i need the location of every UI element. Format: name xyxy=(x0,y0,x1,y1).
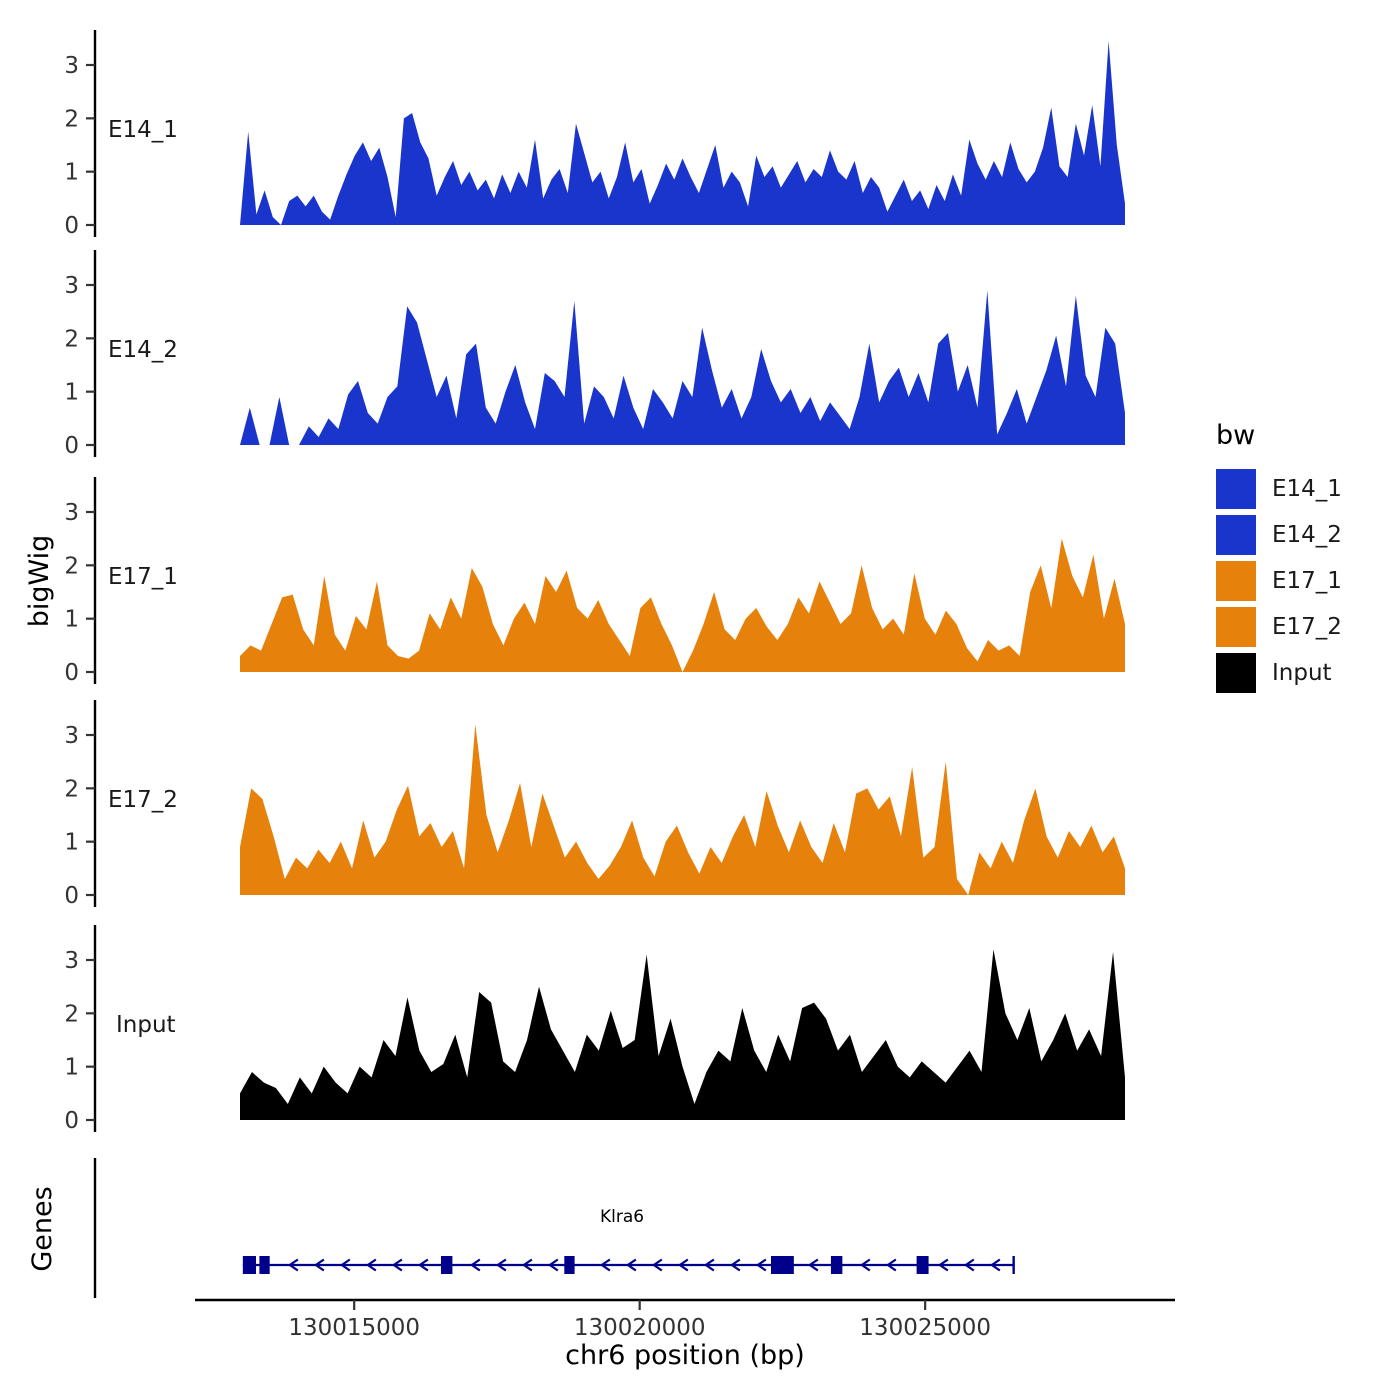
y-tick-label: 1 xyxy=(64,607,79,633)
gene-strand-arrow xyxy=(937,1258,949,1272)
y-tick-label: 2 xyxy=(64,776,79,802)
gene-strand-arrow xyxy=(313,1258,325,1272)
legend-item-e17_1: E17_1 xyxy=(1216,561,1342,601)
x-axis-title: chr6 position (bp) xyxy=(565,1340,805,1371)
y-tick-label: 0 xyxy=(64,883,79,909)
gene-strand-arrow xyxy=(677,1258,689,1272)
x-tick-label: 130025000 xyxy=(859,1315,991,1341)
coverage-area-e14_1 xyxy=(240,41,1125,225)
gene-strand-arrow xyxy=(625,1258,637,1272)
gene-strand-arrow xyxy=(287,1258,299,1272)
legend-title: bw xyxy=(1216,420,1256,451)
gene-exon xyxy=(440,1256,453,1274)
y-tick-label: 1 xyxy=(64,1055,79,1081)
legend: bw E14_1 E14_2 E17_1 E17_2 Input xyxy=(1216,420,1342,699)
y-tick-label: 1 xyxy=(64,380,79,406)
gene-strand-arrow xyxy=(703,1258,715,1272)
gene-strand-arrow xyxy=(885,1258,897,1272)
gene-strand-arrow xyxy=(391,1258,403,1272)
y-tick-label: 3 xyxy=(64,273,79,299)
y-tick-label: 0 xyxy=(64,433,79,459)
y-tick-label: 2 xyxy=(64,1001,79,1027)
gene-name-label: Klra6 xyxy=(599,1207,645,1227)
y-tick-label: 1 xyxy=(64,160,79,186)
y-tick-label: 2 xyxy=(64,326,79,352)
genes-panel-title: Genes xyxy=(27,1186,58,1272)
legend-label: E17_2 xyxy=(1272,614,1342,640)
legend-item-e14_2: E14_2 xyxy=(1216,515,1342,555)
coverage-area-e17_2 xyxy=(240,724,1125,895)
y-tick-label: 3 xyxy=(64,500,79,526)
legend-label: E14_2 xyxy=(1272,522,1342,548)
gene-strand-arrow xyxy=(755,1258,767,1272)
y-tick-label: 3 xyxy=(64,53,79,79)
track-label-e14-2: E14_2 xyxy=(108,337,178,363)
gene-exon xyxy=(242,1256,256,1274)
gene-strand-arrow xyxy=(521,1258,533,1272)
y-tick-label: 0 xyxy=(64,1108,79,1134)
gene-strand-arrow xyxy=(417,1258,429,1272)
y-tick-label: 2 xyxy=(64,553,79,579)
legend-swatch xyxy=(1216,607,1256,647)
gene-strand-arrow xyxy=(547,1258,559,1272)
y-axis-title: bigWig xyxy=(24,534,55,628)
x-tick-label: 130015000 xyxy=(288,1315,420,1341)
gene-exon xyxy=(916,1256,929,1274)
y-tick-label: 1 xyxy=(64,830,79,856)
gene-strand-arrow xyxy=(859,1258,871,1272)
track-label-e14-1: E14_1 xyxy=(108,117,178,143)
y-tick-label: 2 xyxy=(64,106,79,132)
legend-item-e14_1: E14_1 xyxy=(1216,469,1342,509)
track-label-e17-2: E17_2 xyxy=(108,787,178,813)
track-label-input: Input xyxy=(116,1012,176,1038)
gene-strand-arrow xyxy=(339,1258,351,1272)
y-tick-label: 3 xyxy=(64,723,79,749)
legend-swatch xyxy=(1216,515,1256,555)
gene-strand-arrow xyxy=(729,1258,741,1272)
gene-strand-arrow xyxy=(651,1258,663,1272)
gene-strand-arrow xyxy=(365,1258,377,1272)
gene-exon xyxy=(830,1256,843,1274)
gene-strand-arrow xyxy=(807,1258,819,1272)
gene-strand-arrow xyxy=(963,1258,975,1272)
legend-items: E14_1 E14_2 E17_1 E17_2 Input xyxy=(1216,469,1342,693)
legend-label: E14_1 xyxy=(1272,476,1342,502)
gene-exon xyxy=(259,1256,270,1274)
y-tick-label: 3 xyxy=(64,948,79,974)
gene-exon xyxy=(771,1256,794,1274)
legend-item-input: Input xyxy=(1216,653,1342,693)
gene-strand-arrow xyxy=(989,1258,1001,1272)
y-tick-label: 0 xyxy=(64,660,79,686)
coverage-area-e17_1 xyxy=(240,538,1125,672)
legend-item-e17_2: E17_2 xyxy=(1216,607,1342,647)
gene-strand-arrow xyxy=(495,1258,507,1272)
gene-strand-arrow xyxy=(599,1258,611,1272)
legend-swatch xyxy=(1216,653,1256,693)
gene-strand-arrow xyxy=(469,1258,481,1272)
legend-label: Input xyxy=(1272,660,1332,686)
legend-label: E17_1 xyxy=(1272,568,1342,594)
track-label-e17-1: E17_1 xyxy=(108,564,178,590)
coverage-area-e14_2 xyxy=(240,290,1125,445)
x-tick-label: 130020000 xyxy=(574,1315,706,1341)
coverage-area-input xyxy=(240,949,1125,1120)
y-tick-label: 0 xyxy=(64,213,79,239)
legend-swatch xyxy=(1216,561,1256,601)
legend-swatch xyxy=(1216,469,1256,509)
gene-exon xyxy=(564,1256,575,1274)
